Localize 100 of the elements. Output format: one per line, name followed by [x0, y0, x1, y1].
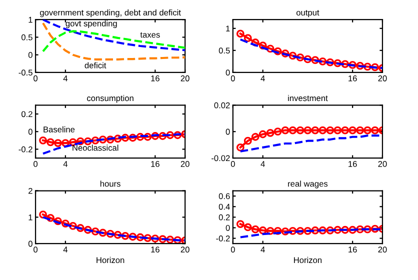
y-tick-label: 0.4 — [218, 204, 230, 210]
y-tick-label: -0.02 — [212, 155, 230, 162]
point — [174, 131, 182, 140]
point — [334, 126, 342, 134]
point — [54, 139, 62, 148]
series-label: deficit — [84, 62, 106, 68]
point — [128, 134, 137, 142]
point — [341, 226, 350, 234]
point — [311, 126, 320, 134]
point — [318, 126, 327, 134]
point — [236, 220, 244, 228]
point — [136, 233, 144, 242]
point — [296, 54, 304, 62]
y-tick-label: 0.6 — [218, 193, 230, 200]
point — [174, 236, 182, 244]
chart-title: consumption — [87, 94, 134, 103]
chart-title: real wages — [288, 180, 328, 188]
point — [288, 52, 297, 60]
point — [151, 132, 160, 140]
point — [46, 214, 54, 222]
x-tick-label: 16 — [348, 75, 357, 82]
point — [318, 57, 327, 66]
point — [371, 63, 379, 72]
x-tick-label: 0 — [230, 75, 235, 82]
x-tick-label: 4 — [260, 76, 265, 82]
point — [281, 126, 290, 134]
y-tick-label: 1 — [226, 26, 230, 32]
x-tick-label: 20 — [378, 246, 387, 252]
point — [76, 224, 84, 232]
point — [274, 128, 282, 136]
y-tick-label: 1 — [28, 16, 32, 23]
chart-title: government spending, debt and deficit — [40, 9, 181, 18]
point — [251, 132, 260, 141]
point — [39, 136, 47, 144]
point — [236, 143, 244, 152]
point — [371, 126, 379, 134]
point — [91, 227, 100, 236]
point — [296, 126, 304, 134]
series-label: govt spending — [66, 20, 117, 28]
point — [318, 226, 327, 234]
point — [158, 235, 167, 244]
y-tick-label: 0.5 — [218, 48, 230, 54]
point — [326, 126, 334, 134]
x-tick-label: 0 — [230, 161, 235, 167]
y-tick-label: 0 — [28, 240, 32, 247]
y-tick-label: 2 — [28, 188, 32, 194]
point — [84, 226, 92, 234]
point — [341, 60, 350, 68]
chart-title: output — [296, 10, 320, 18]
series-label: Neoclassical — [72, 144, 118, 151]
line-series — [42, 30, 186, 52]
x-tick-label: 20 — [378, 161, 387, 167]
y-tick-label: 0.2 — [21, 111, 32, 118]
point — [371, 224, 379, 233]
y-tick-label: -0.2 — [18, 146, 32, 152]
point — [304, 226, 312, 235]
series-label: Baseline — [44, 126, 75, 132]
point — [121, 232, 130, 240]
x-tick-label: 16 — [151, 246, 160, 252]
point — [311, 226, 320, 234]
point — [274, 226, 282, 235]
x-tick-label: 16 — [151, 161, 160, 167]
point — [364, 126, 372, 134]
y-tick-label: 0.2 — [218, 214, 230, 220]
point — [304, 126, 312, 134]
point — [39, 210, 47, 219]
point — [266, 44, 274, 53]
point — [244, 136, 252, 145]
y-tick-label: 0.02 — [214, 102, 230, 108]
x-tick-label: 16 — [151, 75, 160, 82]
line-series — [42, 22, 186, 60]
point — [98, 228, 107, 237]
point — [136, 132, 144, 141]
x-tick-label: 20 — [378, 75, 387, 82]
x-tick-label: 0 — [34, 246, 38, 252]
point — [166, 236, 174, 244]
y-tick-label: 0 — [226, 128, 230, 135]
series-label: taxes — [140, 32, 160, 38]
x-axis-title: Horizon — [96, 256, 124, 264]
point — [266, 128, 274, 137]
y-tick-label: 0 — [28, 52, 32, 58]
point — [348, 60, 357, 69]
point — [114, 230, 122, 239]
x-tick-label: 20 — [180, 75, 190, 82]
point — [356, 62, 364, 70]
point — [151, 234, 160, 243]
point — [274, 47, 282, 56]
point — [251, 38, 260, 46]
point — [311, 56, 320, 64]
point — [304, 55, 312, 64]
y-tick-label: 1 — [28, 214, 32, 220]
point — [251, 225, 260, 234]
x-tick-label: 0 — [230, 246, 235, 252]
point — [281, 227, 290, 236]
point — [296, 226, 304, 235]
point — [356, 225, 364, 234]
point — [266, 226, 274, 235]
point — [61, 139, 70, 148]
point — [288, 226, 297, 235]
x-tick-label: 16 — [348, 161, 357, 167]
